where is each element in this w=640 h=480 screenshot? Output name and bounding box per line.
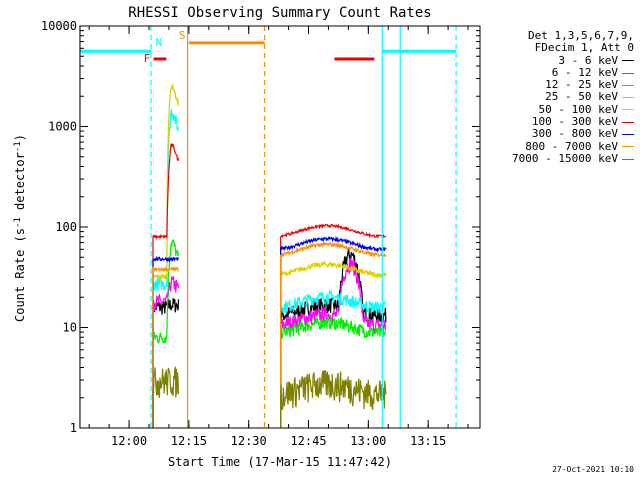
- legend-header-line-1: Det 1,3,5,6,7,9,: [528, 29, 634, 42]
- flag-label-F: F: [144, 52, 151, 65]
- legend-swatch-4: [622, 97, 634, 99]
- legend-swatch-9: [622, 158, 634, 160]
- series-line-9-segment-1: [152, 365, 180, 428]
- series-line-2-segment-1: [152, 276, 180, 428]
- series-line-9-segment-2: [280, 370, 387, 428]
- legend-swatch-5: [622, 109, 634, 111]
- legend-entries: 3 - 6 keV 6 - 12 keV 12 - 25 keV 25 - 50 ke…: [484, 53, 634, 166]
- y-tick-label-4: 1000: [48, 120, 77, 134]
- legend-label-5: 50 - 100 keV: [538, 102, 618, 116]
- flag-markers: NF S: [79, 26, 457, 428]
- legend: Det 1,3,5,6,7,9, FDecim 1, Att 0 3 - 6 k…: [484, 29, 634, 166]
- legend-label-2: 6 - 12 keV: [551, 65, 618, 79]
- series-line-8-segment-2: [280, 241, 387, 428]
- legend-label-7: 300 - 800 keV: [531, 127, 618, 141]
- legend-header-line-2: FDecim 1, Att 0: [534, 41, 634, 55]
- legend-item-2: 6 - 12 keV: [484, 65, 634, 79]
- legend-item-3: 12 - 25 keV: [484, 78, 634, 92]
- legend-label-9: 7000 - 15000 keV: [512, 151, 618, 165]
- y-tick-label-2: 10: [63, 321, 77, 335]
- series-line-6-segment-1: [152, 143, 180, 428]
- legend-item-9: 7000 - 15000 keV: [484, 151, 634, 165]
- chart-title: RHESSI Observing Summary Count Rates: [128, 5, 431, 21]
- x-tick-label-3: 12:30: [231, 434, 267, 448]
- series-line-4-segment-2: [280, 289, 387, 428]
- legend-item-1: 3 - 6 keV: [484, 53, 634, 67]
- footer-date: 27-Oct-2021 10:10: [552, 465, 634, 474]
- legend-swatch-1: [622, 60, 634, 62]
- legend-item-7: 300 - 800 keV: [484, 128, 634, 140]
- y-axis-label: Count Rate (s-1 detector-1): [13, 134, 27, 322]
- x-tick-label-1: 12:00: [111, 434, 147, 448]
- legend-swatch-2: [622, 72, 634, 74]
- legend-item-6: 100 - 300 keV: [484, 115, 634, 129]
- legend-swatch-3: [622, 84, 634, 86]
- legend-swatch-7: [622, 134, 634, 136]
- legend-label-1: 3 - 6 keV: [558, 53, 618, 67]
- series-line-7-segment-2: [280, 236, 387, 428]
- x-axis-label: Start Time (17-Mar-15 11:47:42): [168, 455, 392, 469]
- x-tick-label-5: 13:00: [350, 434, 386, 448]
- y-tick-label-5: 10000: [41, 19, 77, 33]
- legend-item-8: 800 - 7000 keV: [484, 139, 634, 153]
- legend-label-4: 25 - 50 keV: [545, 90, 618, 104]
- series-line-7-segment-1: [152, 255, 180, 428]
- plot-area: [152, 84, 387, 428]
- x-tick-label-2: 12:15: [171, 434, 207, 448]
- legend-item-5: 50 - 100 keV: [484, 102, 634, 116]
- legend-item-4: 25 - 50 keV: [484, 91, 634, 103]
- flag-label-N: N: [156, 36, 163, 49]
- series-line-1-segment-1: [152, 297, 180, 428]
- legend-swatch-8: [622, 146, 634, 148]
- legend-label-8: 800 - 7000 keV: [525, 139, 618, 153]
- x-tick-label-6: 13:15: [410, 434, 446, 448]
- flag-label-S: S: [179, 29, 186, 42]
- series-line-5-segment-1: [152, 84, 180, 428]
- series-line-3-segment-1: [152, 238, 180, 428]
- legend-label-6: 100 - 300 keV: [531, 115, 618, 129]
- y-tick-label-3: 100: [55, 220, 77, 234]
- legend-swatch-6: [622, 121, 634, 123]
- series-line-8-segment-1: [152, 265, 179, 428]
- y-tick-label-1: 1: [70, 421, 77, 435]
- series-line-6-segment-2: [280, 223, 387, 428]
- series-line-5-segment-2: [280, 259, 387, 428]
- series-line-4-segment-1: [152, 108, 180, 428]
- series-line-3-segment-2: [280, 315, 387, 428]
- x-tick-label-4: 12:45: [290, 434, 326, 448]
- axes: 1 10 100 1000 10000 12:00 12:15 12:30 12:45 13:00…: [41, 19, 481, 448]
- legend-label-3: 12 - 25 keV: [545, 78, 618, 92]
- series-line-2-segment-2: [280, 257, 387, 428]
